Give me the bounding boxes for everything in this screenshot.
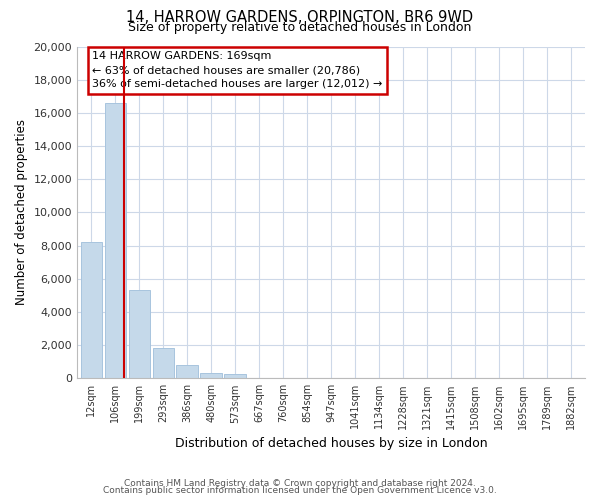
X-axis label: Distribution of detached houses by size in London: Distribution of detached houses by size … (175, 437, 487, 450)
Bar (176, 365, 198, 378)
Text: Contains HM Land Registry data © Crown copyright and database right 2024.: Contains HM Land Registry data © Crown c… (124, 478, 476, 488)
Text: Contains public sector information licensed under the Open Government Licence v3: Contains public sector information licen… (103, 486, 497, 495)
Bar (128, 290, 150, 378)
Bar (152, 348, 174, 378)
Text: 14, HARROW GARDENS, ORPINGTON, BR6 9WD: 14, HARROW GARDENS, ORPINGTON, BR6 9WD (127, 10, 473, 25)
Bar (104, 103, 126, 378)
Text: 14 HARROW GARDENS: 169sqm
← 63% of detached houses are smaller (20,786)
36% of s: 14 HARROW GARDENS: 169sqm ← 63% of detac… (92, 52, 383, 90)
Bar (224, 374, 246, 378)
Text: Size of property relative to detached houses in London: Size of property relative to detached ho… (128, 21, 472, 34)
Bar (200, 374, 222, 378)
Y-axis label: Number of detached properties: Number of detached properties (15, 120, 28, 306)
Bar (80, 242, 102, 378)
